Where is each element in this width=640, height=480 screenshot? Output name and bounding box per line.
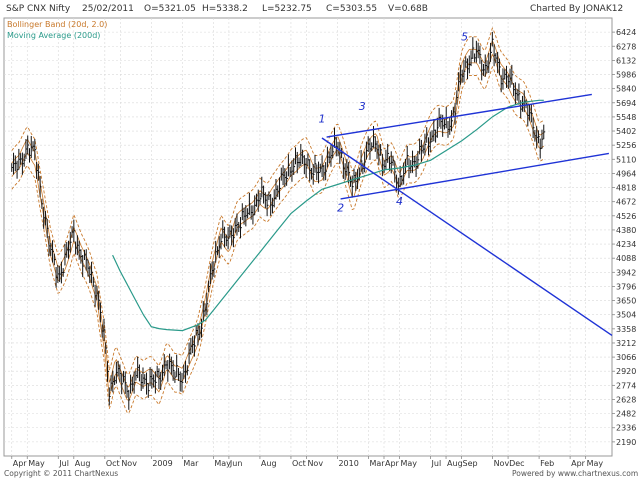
- y-tick-label: 4818: [616, 184, 636, 193]
- upper-channel-line: [326, 93, 592, 138]
- x-tick-label: Apr: [13, 459, 28, 468]
- y-tick-label: 4380: [616, 226, 636, 235]
- y-tick-label: 4234: [616, 240, 636, 249]
- y-tick-label: 3066: [616, 353, 636, 362]
- bollinger-lower-band: [11, 65, 545, 414]
- x-tick-label: Jul: [58, 459, 69, 468]
- x-tick-label: 2010: [338, 459, 358, 468]
- moving-average-line: [112, 99, 544, 332]
- downtrend-line: [321, 137, 613, 336]
- header-volume: V=0.68B: [388, 4, 428, 14]
- y-tick-label: 2482: [616, 410, 636, 419]
- y-tick-label: 4964: [616, 169, 636, 178]
- y-tick-label: 5986: [616, 71, 636, 80]
- trendlines: [321, 93, 613, 336]
- y-tick-label: 3796: [616, 282, 636, 291]
- x-tick-label: Nov: [121, 459, 137, 468]
- x-tick-label: Apr: [571, 459, 586, 468]
- lower-channel-line: [340, 152, 610, 200]
- x-tick-label: Nov: [494, 459, 510, 468]
- header-low: L=5232.75: [262, 4, 312, 14]
- x-tick-label: Jun: [229, 459, 243, 468]
- wave-annotations: 1 2 3 4 5: [318, 30, 468, 214]
- plot-area: [3, 17, 613, 457]
- x-tick-label: Aug: [75, 459, 91, 468]
- header-close: C=5303.55: [326, 4, 377, 14]
- x-tick-label: Nov: [307, 459, 323, 468]
- y-tick-label: 2336: [616, 424, 636, 433]
- y-tick-label: 5256: [616, 141, 636, 150]
- x-tick-label: Oct: [292, 459, 306, 468]
- wave-label: 5: [461, 30, 468, 43]
- y-tick-label: 2628: [616, 395, 636, 404]
- y-tick-label: 5840: [616, 85, 636, 94]
- y-tick-label: 2774: [616, 381, 636, 390]
- legend-bollinger: Bollinger Band (20d, 2.0): [7, 20, 107, 29]
- x-tick-label: Aug: [261, 459, 277, 468]
- x-tick-label: Sep: [463, 459, 478, 468]
- price-bars: [11, 32, 546, 410]
- x-tick-label: Aug: [447, 459, 463, 468]
- y-tick-label: 6278: [616, 42, 636, 51]
- y-tick-label: 5694: [616, 99, 636, 108]
- x-tick-label: 2009: [152, 459, 172, 468]
- y-tick-label: 3358: [616, 325, 636, 334]
- y-tick-label: 5548: [616, 113, 636, 122]
- y-tick-label: 3212: [616, 339, 636, 348]
- y-tick-label: 2920: [616, 367, 636, 376]
- header-symbol: S&P CNX Nifty: [6, 4, 71, 14]
- y-tick-label: 6424: [616, 28, 636, 37]
- bollinger-upper-band: [11, 27, 545, 376]
- x-tick-label: Oct: [106, 459, 120, 468]
- y-tick-label: 6132: [616, 56, 636, 65]
- x-tick-label: Apr: [385, 459, 400, 468]
- y-tick-label: 5402: [616, 127, 636, 136]
- grid: [4, 18, 612, 456]
- header-high: H=5338.2: [202, 4, 248, 14]
- x-tick-label: Dec: [509, 459, 524, 468]
- wave-label: 1: [318, 113, 325, 126]
- x-tick-label: May: [28, 459, 45, 468]
- header-date: 25/02/2011: [82, 4, 134, 14]
- y-axis: 6424 6278 6132 5986 5840 5694 5548 5402 5256 5110…: [612, 28, 636, 447]
- wave-label: 3: [359, 100, 366, 113]
- x-tick-label: Mar: [369, 459, 385, 468]
- y-tick-label: 3650: [616, 297, 636, 306]
- y-tick-label: 4526: [616, 212, 636, 221]
- y-tick-label: 3942: [616, 268, 636, 277]
- header-open: O=5321.05: [144, 4, 196, 14]
- y-tick-label: 4088: [616, 254, 636, 263]
- x-tick-label: May: [587, 459, 604, 468]
- footer-powered-by: Powered by www.chartnexus.com: [512, 469, 638, 478]
- y-tick-label: 5110: [616, 155, 636, 164]
- y-tick-label: 3504: [616, 311, 636, 320]
- moving-average: [112, 99, 544, 332]
- x-tick-label: May: [214, 459, 231, 468]
- y-tick-label: 4672: [616, 198, 636, 207]
- legend-moving-average: Moving Average (200d): [7, 31, 100, 40]
- wave-label: 2: [337, 202, 344, 215]
- header-charted-by: Charted By JONAK12: [530, 4, 623, 14]
- footer-copyright: Copyright © 2011 ChartNexus: [4, 469, 118, 478]
- y-tick-label: 2190: [616, 438, 636, 447]
- x-tick-label: Feb: [540, 459, 554, 468]
- wave-label: 4: [396, 195, 403, 208]
- x-tick-label: Mar: [183, 459, 199, 468]
- x-tick-label: May: [401, 459, 418, 468]
- x-tick-label: Jul: [431, 459, 442, 468]
